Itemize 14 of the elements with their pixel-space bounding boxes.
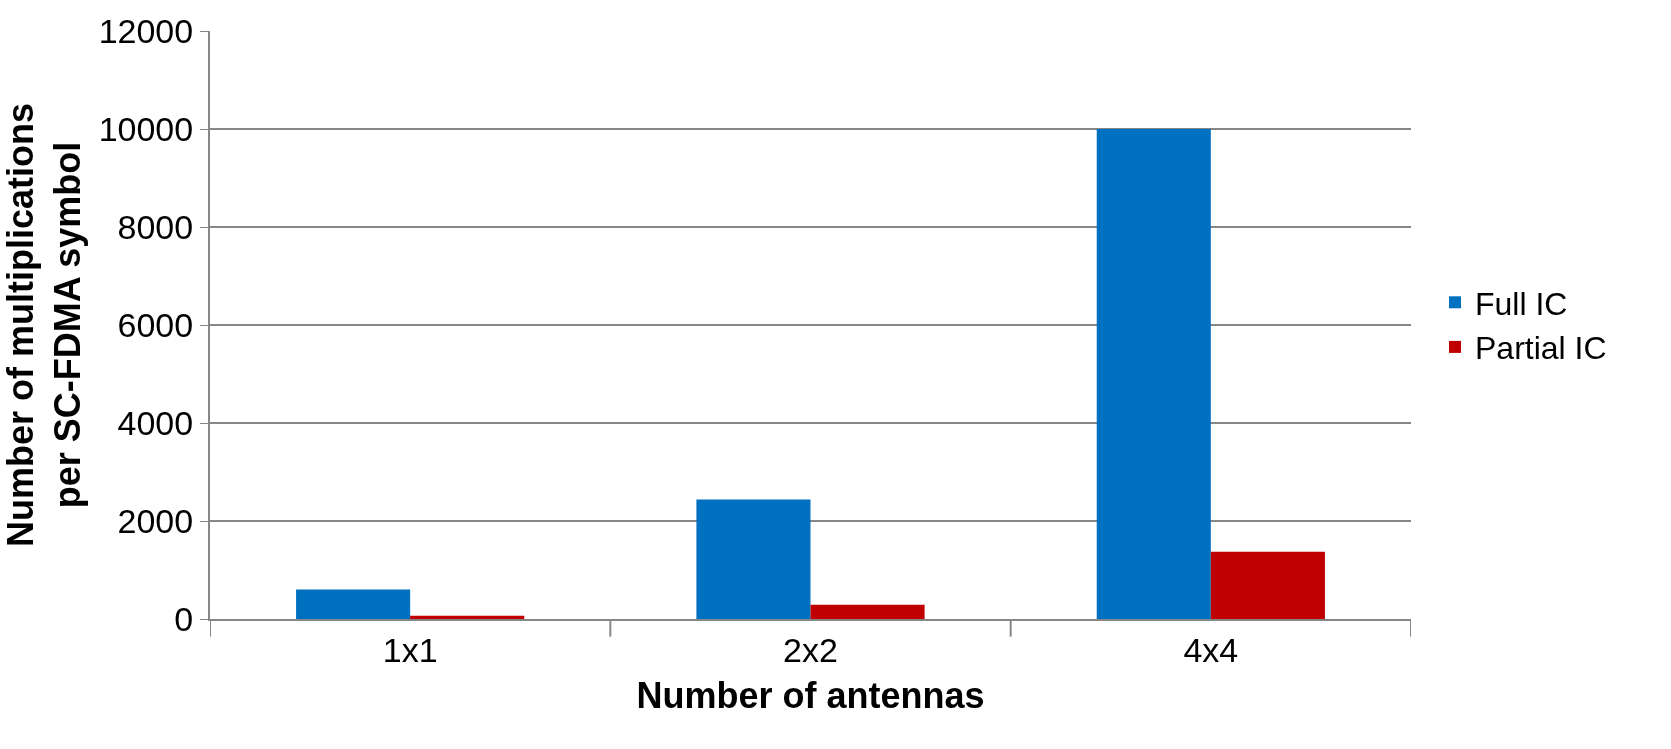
x-tick-label: 1x1 (382, 630, 438, 669)
x-tick-label: 4x4 (1183, 630, 1239, 669)
y-tick-label: 6000 (117, 305, 194, 344)
y-tick-label: 0 (174, 599, 194, 638)
y-tick-label: 2000 (117, 501, 194, 540)
y-tick-label: 10000 (98, 109, 194, 148)
y-tick-label: 4000 (117, 403, 194, 442)
legend-label: Full IC (1475, 285, 1568, 322)
legend-label: Partial IC (1475, 330, 1607, 367)
y-tick-label: 12000 (98, 11, 194, 50)
x-tick-label: 2x2 (783, 630, 838, 669)
y-axis-title: Number of multiplications per SC-FDMA symbol (0, 102, 88, 548)
x-axis-title: Number of antennas (636, 675, 985, 716)
y-tick-label: 8000 (117, 207, 194, 246)
